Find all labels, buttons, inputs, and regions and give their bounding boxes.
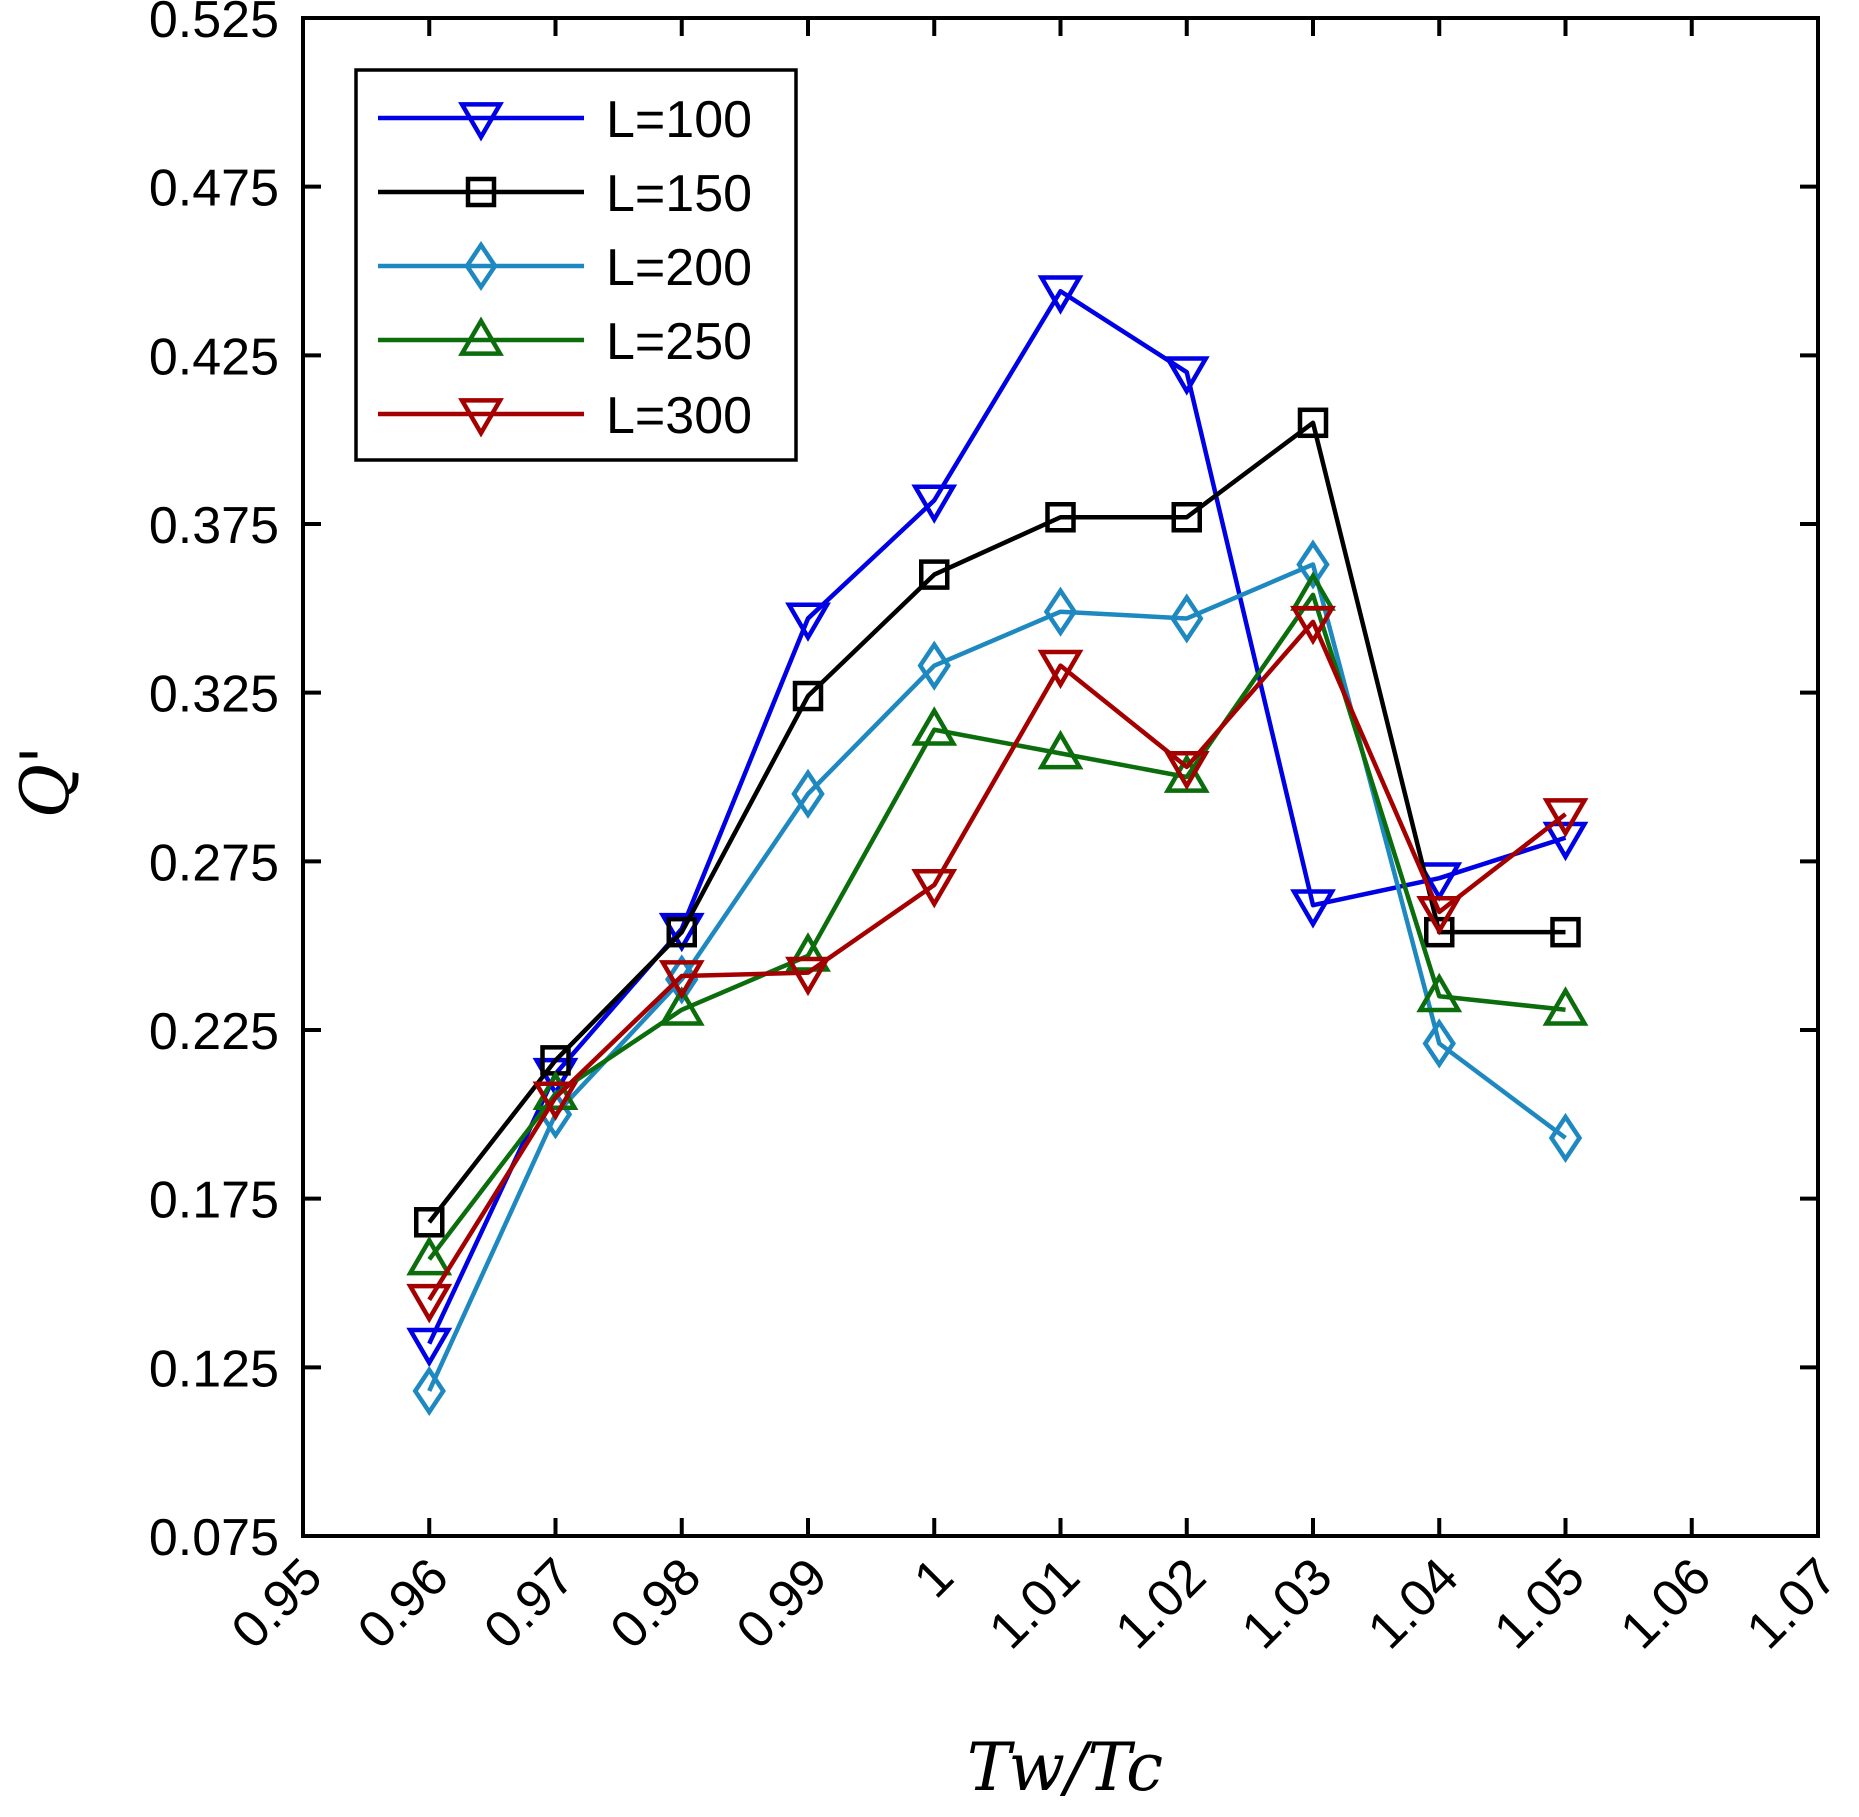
data-point-L=150-4 xyxy=(919,559,950,590)
legend-marker xyxy=(464,240,498,292)
data-point-L=150-0 xyxy=(414,1207,445,1238)
data-point-L=250-0 xyxy=(406,1235,453,1276)
data-point-L=100-7 xyxy=(1290,889,1336,929)
data-point-L=250-8 xyxy=(1416,972,1463,1013)
x-tick-label: 0.97 xyxy=(473,1547,586,1660)
legend-item: L=150 xyxy=(378,165,752,223)
data-point-L=200-3 xyxy=(791,768,825,819)
x-tick-label: 0.98 xyxy=(600,1547,713,1660)
data-point-L=300-0 xyxy=(406,1283,453,1324)
legend-label: L=150 xyxy=(606,165,752,223)
y-tick-label: 0.375 xyxy=(149,497,279,555)
series-line-L=100 xyxy=(427,288,1567,1345)
y-tick-label: 0.175 xyxy=(149,1172,279,1230)
x-tick-label: 1.05 xyxy=(1483,1547,1596,1660)
series-layer xyxy=(406,275,1589,1417)
data-point-L=200-6 xyxy=(1170,593,1204,644)
data-point-L=250-6 xyxy=(1163,753,1210,793)
data-point-L=300-4 xyxy=(911,869,958,909)
data-point-L=200-5 xyxy=(1043,586,1078,637)
data-point-L=250-7 xyxy=(1290,571,1336,611)
legend-marker xyxy=(458,102,504,142)
x-tick-label: 0.99 xyxy=(726,1547,839,1660)
data-point-L=200-2 xyxy=(665,954,699,1005)
data-point-L=300-8 xyxy=(1416,896,1463,936)
data-point-L=300-5 xyxy=(1037,649,1084,690)
data-point-L=300-7 xyxy=(1290,605,1336,646)
x-tick-label: 1 xyxy=(903,1547,964,1608)
data-point-L=250-2 xyxy=(658,986,705,1026)
data-point-L=150-7 xyxy=(1297,407,1329,439)
data-point-L=200-8 xyxy=(1422,1018,1456,1069)
data-point-L=150-2 xyxy=(666,916,697,948)
data-point-L=200-9 xyxy=(1548,1112,1583,1164)
legend-marker xyxy=(465,176,497,208)
data-point-L=150-3 xyxy=(792,680,824,712)
x-axis-title: Tw/Tc xyxy=(967,1729,1163,1806)
series-line-L=150 xyxy=(427,420,1566,1224)
legend: L=100 L=150 L=200 L=250 L=300 xyxy=(354,68,798,462)
legend-item: L=250 xyxy=(378,313,752,371)
data-point-L=200-0 xyxy=(412,1365,446,1417)
data-point-L=250-3 xyxy=(785,932,831,972)
series-L=300 xyxy=(406,605,1589,1324)
legend-label: L=300 xyxy=(606,387,752,445)
x-tick-label: 1.01 xyxy=(978,1547,1091,1660)
data-point-L=300-1 xyxy=(532,1081,579,1121)
y-tick-label: 0.525 xyxy=(149,0,279,49)
legend-label: L=200 xyxy=(606,239,752,297)
x-tick-label: 1.04 xyxy=(1357,1547,1470,1660)
x-tick-label: 1.07 xyxy=(1736,1547,1849,1660)
data-point-L=100-8 xyxy=(1416,862,1463,902)
data-point-L=100-9 xyxy=(1542,821,1589,862)
data-point-L=200-4 xyxy=(917,640,951,691)
data-point-L=300-6 xyxy=(1163,750,1210,791)
data-point-L=150-8 xyxy=(1424,916,1455,948)
y-axis-title: Q' xyxy=(7,746,84,818)
x-tick-label: 1.06 xyxy=(1610,1547,1723,1660)
x-tick-label: 0.96 xyxy=(347,1547,460,1660)
data-point-L=100-6 xyxy=(1163,356,1210,396)
y-tick-label: 0.275 xyxy=(149,834,279,892)
y-tick-label: 0.325 xyxy=(149,666,279,724)
series-line-L=250 xyxy=(427,592,1566,1261)
y-tick-label: 0.425 xyxy=(149,328,279,386)
data-point-L=300-2 xyxy=(658,960,705,1000)
series-L=200 xyxy=(412,539,1583,1417)
legend-marker xyxy=(458,316,504,356)
series-line-L=200 xyxy=(427,562,1567,1392)
data-point-L=300-3 xyxy=(785,956,831,997)
y-tick-label: 0.475 xyxy=(149,160,279,218)
data-point-L=250-5 xyxy=(1037,729,1084,770)
data-point-L=250-9 xyxy=(1542,986,1589,1026)
legend-item: L=100 xyxy=(378,91,752,149)
data-point-L=200-7 xyxy=(1296,539,1330,590)
data-point-L=150-5 xyxy=(1045,502,1076,533)
y-tick-label: 0.225 xyxy=(149,1003,279,1061)
x-tick-label: 1.02 xyxy=(1105,1547,1218,1660)
legend-item: L=300 xyxy=(378,387,752,445)
series-line-L=300 xyxy=(427,619,1567,1302)
data-point-L=100-5 xyxy=(1037,275,1084,315)
data-point-L=100-4 xyxy=(911,484,958,524)
data-point-L=100-3 xyxy=(785,602,831,642)
legend-label: L=250 xyxy=(606,313,752,371)
y-tick-label: 0.075 xyxy=(149,1509,279,1567)
data-point-L=250-4 xyxy=(911,706,958,746)
data-point-L=100-0 xyxy=(406,1327,453,1368)
y-tick-label: 0.125 xyxy=(149,1340,279,1398)
legend-marker xyxy=(458,398,504,438)
legend-label: L=100 xyxy=(606,91,752,149)
data-point-L=150-6 xyxy=(1171,502,1202,533)
series-L=150 xyxy=(414,407,1581,1238)
x-tick-label: 1.03 xyxy=(1231,1547,1344,1660)
data-point-L=300-9 xyxy=(1542,798,1589,838)
data-point-L=100-2 xyxy=(658,912,705,953)
data-point-L=150-9 xyxy=(1550,916,1581,948)
legend-item: L=200 xyxy=(378,239,752,297)
